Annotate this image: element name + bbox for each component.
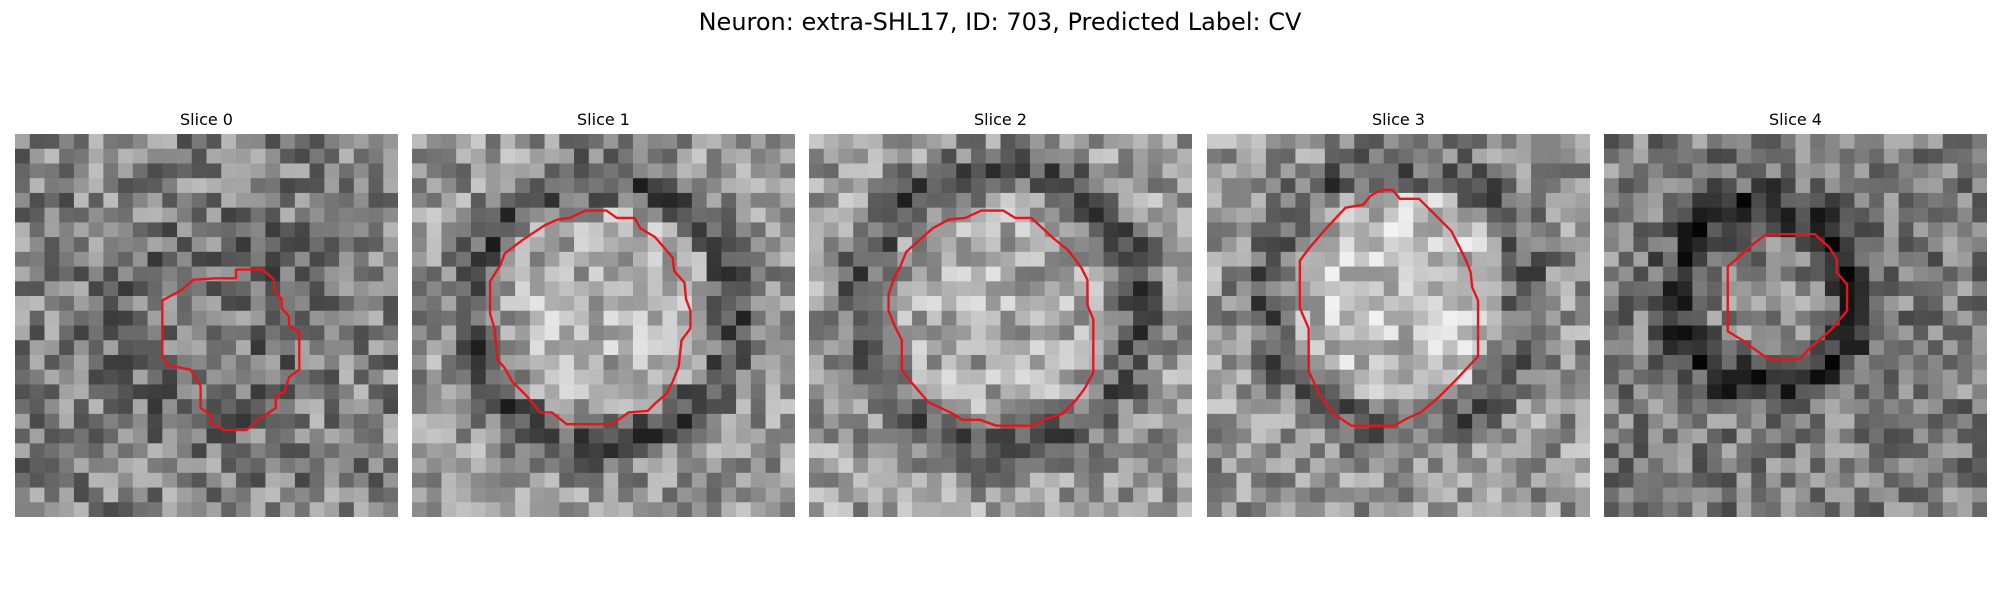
segmentation-contour [488, 209, 692, 426]
slice-3-image [1207, 134, 1590, 517]
slice-0-title: Slice 0 [180, 110, 233, 129]
figure-title: Neuron: extra-SHL17, ID: 703, Predicted … [698, 8, 1302, 36]
slice-1-title: Slice 1 [577, 110, 630, 129]
segmentation-contour [887, 209, 1095, 427]
segmentation-contour [161, 268, 301, 432]
segmentation-contour [1726, 232, 1849, 361]
segmentation-contour [1298, 188, 1480, 427]
slice-3-title: Slice 3 [1372, 110, 1425, 129]
slice-4-title: Slice 4 [1769, 110, 1822, 129]
slice-1-image [412, 134, 795, 517]
slice-2-image [809, 134, 1192, 517]
slice-0-image [15, 134, 398, 517]
slice-4-image [1604, 134, 1987, 517]
slice-2-title: Slice 2 [974, 110, 1027, 129]
